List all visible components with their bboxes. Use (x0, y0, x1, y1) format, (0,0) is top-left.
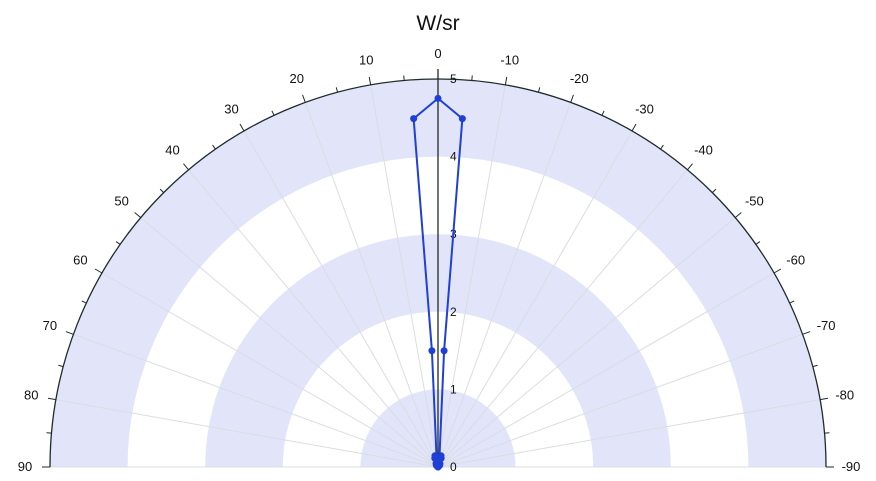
minor-tick (602, 111, 604, 116)
angle-tick-label: -80 (835, 387, 854, 402)
radial-tick-label: 1 (450, 382, 457, 396)
angle-tick-label: 70 (43, 318, 57, 333)
minor-tick (661, 145, 664, 149)
angle-tick-label: 0 (434, 46, 441, 61)
angle-tick-label: 90 (18, 459, 32, 474)
minor-tick (712, 189, 716, 193)
radial-tick-label: 4 (450, 150, 457, 164)
minor-tick (82, 301, 87, 303)
minor-tick (116, 242, 120, 245)
angle-tick-label: -90 (842, 459, 861, 474)
angle-tick-label: 50 (114, 194, 128, 209)
series-point (441, 347, 448, 354)
series-point (459, 115, 466, 122)
series-point (435, 95, 442, 102)
minor-tick (336, 87, 337, 92)
radial-tick-label: 5 (450, 72, 457, 86)
minor-tick (213, 145, 216, 149)
angle-tick-label: -20 (570, 71, 589, 86)
major-tick (66, 332, 74, 335)
chart-title: W/sr (416, 12, 459, 35)
angle-tick-label: -50 (745, 194, 764, 209)
angle-tick-label: 20 (290, 71, 304, 86)
major-tick (369, 77, 370, 85)
major-tick (48, 398, 56, 399)
angle-tick-label: 10 (359, 52, 373, 67)
major-tick (183, 164, 188, 170)
minor-tick (538, 87, 539, 92)
angle-tick-label: -40 (694, 143, 713, 158)
major-tick (774, 269, 781, 273)
major-tick (687, 164, 692, 170)
angle-tick-label: -60 (786, 253, 805, 268)
major-tick (505, 77, 506, 85)
minor-tick (790, 301, 795, 303)
major-tick (95, 269, 102, 273)
radial-tick-label: 0 (450, 460, 457, 474)
minor-tick (58, 365, 63, 366)
minor-tick (756, 242, 760, 245)
minor-tick (272, 111, 274, 116)
angle-tick-label: -70 (817, 318, 836, 333)
angle-tick-label: -10 (500, 52, 519, 67)
series-point (410, 115, 417, 122)
major-tick (803, 332, 811, 335)
major-tick (135, 212, 141, 217)
major-tick (571, 95, 574, 103)
major-tick (303, 95, 306, 103)
major-tick (735, 212, 741, 217)
angle-tick-label: 30 (224, 101, 238, 116)
major-tick (240, 124, 244, 131)
angle-tick-label: 40 (165, 143, 179, 158)
radial-tick-label: 2 (450, 305, 457, 319)
angle-tick-label: -30 (635, 101, 654, 116)
major-tick (820, 398, 828, 399)
angle-tick-label: 80 (24, 387, 38, 402)
angle-tick-label: 60 (73, 253, 87, 268)
series-point (428, 347, 435, 354)
series-point (435, 464, 442, 471)
minor-tick (160, 189, 164, 193)
minor-tick (813, 365, 818, 366)
major-tick (632, 124, 636, 131)
